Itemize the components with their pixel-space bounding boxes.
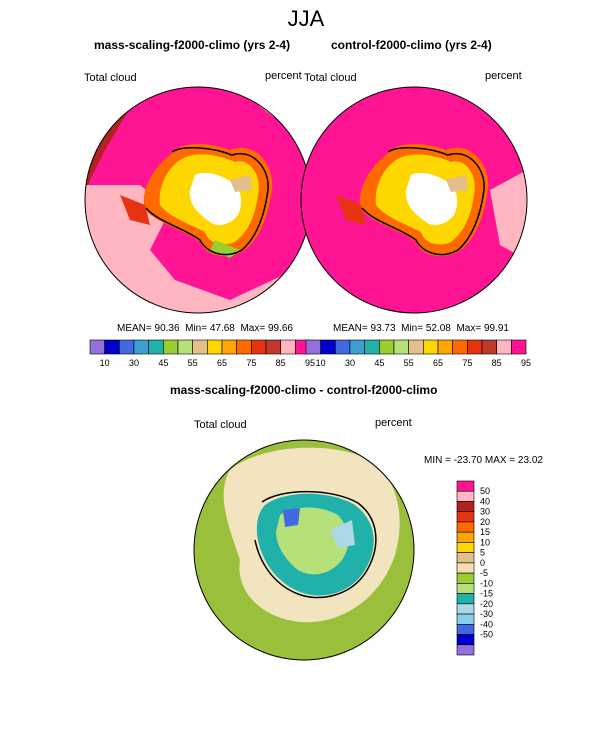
colorbar-right-swatch <box>467 339 483 355</box>
colorbar-right-swatch <box>349 339 365 355</box>
colorbar-diff-swatch <box>456 552 475 564</box>
colorbar-left-label: 45 <box>158 358 168 368</box>
colorbar-left-swatch <box>119 339 135 355</box>
map-diff-border <box>193 439 415 661</box>
colorbar-diff-swatch <box>456 480 475 492</box>
colorbar-right-label: 95 <box>521 358 531 368</box>
colorbar-left-swatch <box>89 339 105 355</box>
colorbar-left-swatch <box>207 339 223 355</box>
colorbar-diff-label: 20 <box>480 517 490 527</box>
colorbar-left-swatch <box>104 339 120 355</box>
colorbar-right-swatch <box>496 339 512 355</box>
colorbar-diff-label: -20 <box>480 599 493 609</box>
panel-diff-variable: Total cloud <box>194 419 247 431</box>
colorbar-right-swatch <box>379 339 395 355</box>
colorbar-diff-swatch <box>456 521 475 533</box>
colorbar-diff-label: -15 <box>480 589 493 599</box>
colorbar-diff-label: -5 <box>480 568 488 578</box>
colorbar-right-swatch <box>423 339 439 355</box>
colorbar-left: 10 30 45 55 65 75 85 95 <box>89 339 315 368</box>
colorbar-diff-label: 0 <box>480 558 485 568</box>
panel-right-units: percent <box>485 70 522 82</box>
colorbar-left-label: 55 <box>188 358 198 368</box>
colorbar-diff-swatch <box>456 572 475 584</box>
colorbar-diff-swatch <box>456 511 475 523</box>
colorbar-diff-swatch <box>456 562 475 574</box>
colorbar-right-swatch <box>305 339 321 355</box>
panel-right-variable: Total cloud <box>304 72 357 84</box>
colorbar-right: 10 30 45 55 65 75 85 95 <box>305 339 531 368</box>
colorbar-right-label: 65 <box>433 358 443 368</box>
colorbar-right-swatch <box>511 339 527 355</box>
map-diff <box>194 440 414 660</box>
colorbar-right-swatch <box>437 339 453 355</box>
colorbar-diff-swatch <box>456 613 475 625</box>
colorbar-left-label: 75 <box>246 358 256 368</box>
colorbar-diff-swatch <box>456 501 475 513</box>
colorbar-diff-swatch <box>456 583 475 594</box>
colorbar-left-swatch <box>163 339 179 355</box>
colorbar-diff-label: -10 <box>480 578 493 588</box>
colorbar-left-swatch <box>251 339 267 355</box>
colorbar-diff-label: 15 <box>480 527 490 537</box>
panel-diff-stats: MIN = -23.70 MAX = 23.02 <box>424 455 543 466</box>
colorbar-diff-swatch <box>456 644 475 656</box>
colorbar-diff-label: 50 <box>480 486 490 496</box>
colorbar-right-swatch <box>320 339 336 355</box>
panel-left-units: percent <box>265 70 302 82</box>
colorbar-left-swatch <box>133 339 149 355</box>
panel-left-title: mass-scaling-f2000-climo (yrs 2-4) <box>94 38 291 52</box>
colorbar-diff-label: -40 <box>480 619 493 629</box>
map-left <box>85 87 311 313</box>
colorbar-right-label: 85 <box>492 358 502 368</box>
colorbar-left-label: 95 <box>305 358 315 368</box>
panel-left-variable: Total cloud <box>84 72 137 84</box>
colorbar-diff-swatch <box>456 542 475 553</box>
colorbar-left-swatch <box>280 339 296 355</box>
colorbar-right-swatch <box>481 339 497 355</box>
colorbar-left-swatch <box>236 339 252 355</box>
panel-right-title: control-f2000-climo (yrs 2-4) <box>331 38 492 52</box>
map-right <box>301 87 527 313</box>
colorbar-right-label: 45 <box>374 358 384 368</box>
colorbar-diff-swatch <box>456 623 475 635</box>
colorbar-right-label: 75 <box>462 358 472 368</box>
colorbar-left-swatch <box>192 339 208 355</box>
colorbar-diff-label: 30 <box>480 507 490 517</box>
colorbar-right-label: 55 <box>404 358 414 368</box>
colorbar-right-swatch <box>408 339 424 355</box>
colorbar-right-swatch <box>452 339 468 355</box>
colorbar-diff-label: -30 <box>480 609 493 619</box>
colorbar-left-label: 65 <box>217 358 227 368</box>
colorbar-diff-swatch <box>456 634 475 646</box>
colorbar-right-label: 10 <box>316 358 326 368</box>
panel-right-stats: MEAN= 93.73 Min= 52.08 Max= 99.91 <box>333 323 509 334</box>
colorbar-left-swatch <box>221 339 237 355</box>
panel-left-stats: MEAN= 90.36 Min= 47.68 Max= 99.66 <box>117 323 293 334</box>
colorbar-diff-label: 5 <box>480 548 485 558</box>
colorbar-right-swatch <box>393 339 409 355</box>
colorbar-right-swatch <box>335 339 351 355</box>
colorbar-right-swatch <box>364 339 380 355</box>
colorbar-right-label: 30 <box>345 358 355 368</box>
colorbar-left-swatch <box>265 339 281 355</box>
panel-diff-units: percent <box>375 417 412 429</box>
colorbar-left-label: 10 <box>100 358 110 368</box>
colorbar-diff-swatch <box>456 490 475 502</box>
colorbar-diff-label: 10 <box>480 537 490 547</box>
colorbar-diff-label: -50 <box>480 630 493 640</box>
colorbar-diff-swatch <box>456 531 475 543</box>
colorbar-diff-label: 40 <box>480 496 490 506</box>
colorbar-left-swatch <box>148 339 164 355</box>
panel-diff-title: mass-scaling-f2000-climo - control-f2000… <box>170 383 438 397</box>
page-title: JJA <box>287 6 325 31</box>
colorbar-left-label: 85 <box>276 358 286 368</box>
colorbar-diff-swatch <box>456 593 475 605</box>
colorbar-left-swatch <box>177 339 193 355</box>
colorbar-left-label: 30 <box>129 358 139 368</box>
map-right-border <box>300 86 528 314</box>
colorbar-diff-swatch <box>456 603 475 615</box>
